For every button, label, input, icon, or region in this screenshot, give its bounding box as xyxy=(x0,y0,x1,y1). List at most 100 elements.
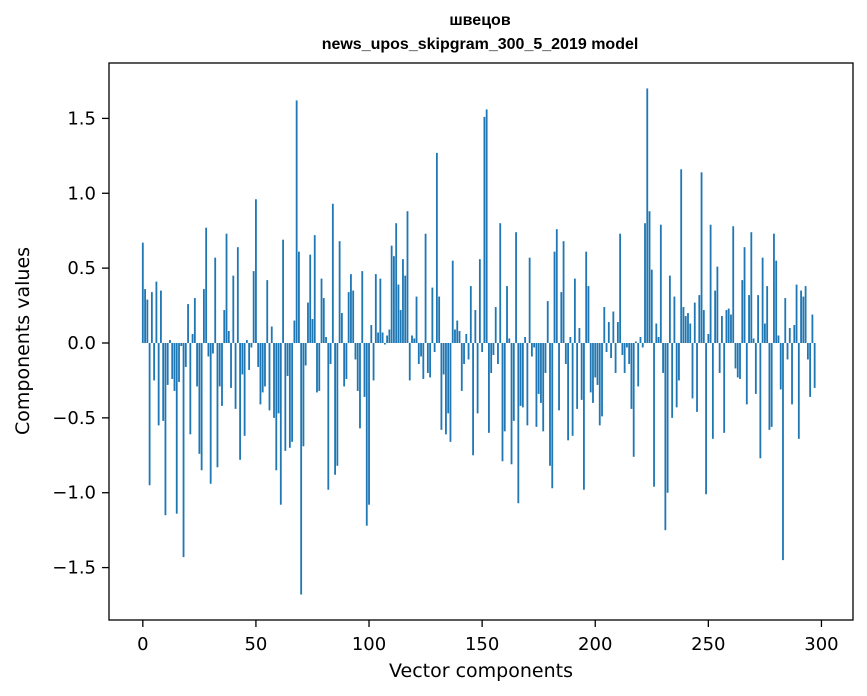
bar xyxy=(745,343,748,405)
bar xyxy=(277,343,280,414)
bar xyxy=(316,343,318,393)
bar xyxy=(478,259,481,343)
bars-group xyxy=(141,88,816,595)
bar xyxy=(483,116,486,343)
bar xyxy=(497,343,499,364)
bar xyxy=(311,319,314,343)
bar xyxy=(169,340,171,343)
bar xyxy=(533,343,536,348)
bar xyxy=(302,343,305,447)
bar xyxy=(307,302,309,343)
bar xyxy=(476,343,479,414)
bar xyxy=(766,286,769,343)
bar xyxy=(175,343,178,514)
bar xyxy=(551,343,554,489)
bar xyxy=(334,343,336,475)
bar xyxy=(644,223,646,343)
bar xyxy=(270,326,273,343)
bar xyxy=(442,343,445,375)
bar xyxy=(275,343,278,471)
bar xyxy=(709,224,712,343)
bar xyxy=(788,328,791,343)
bar xyxy=(196,343,199,387)
bar xyxy=(775,260,778,343)
bar xyxy=(757,295,760,343)
y-axis-label: Components values xyxy=(12,247,34,435)
bar xyxy=(379,278,382,343)
bar xyxy=(207,343,210,357)
plot-frame xyxy=(108,62,854,621)
bar xyxy=(721,316,723,343)
bar xyxy=(178,343,180,382)
bar xyxy=(356,343,359,391)
bar xyxy=(576,343,579,409)
bar xyxy=(754,343,757,394)
bar xyxy=(558,343,560,411)
bar xyxy=(189,343,192,435)
bar xyxy=(689,323,692,343)
bar xyxy=(268,343,271,411)
bar xyxy=(784,298,787,343)
bar xyxy=(773,233,775,343)
bar xyxy=(542,343,545,432)
bar xyxy=(682,307,685,343)
bar xyxy=(666,343,669,493)
bar xyxy=(508,338,511,343)
bar xyxy=(454,329,456,343)
bar xyxy=(322,298,325,343)
bar xyxy=(696,343,698,412)
bar xyxy=(359,343,361,429)
bar xyxy=(465,334,468,343)
bar xyxy=(723,343,726,433)
bar xyxy=(236,247,239,343)
bar xyxy=(408,343,411,381)
bar xyxy=(365,343,368,526)
bar xyxy=(544,343,547,373)
bar xyxy=(806,343,809,360)
bar xyxy=(250,343,253,348)
bar xyxy=(218,343,221,387)
bar xyxy=(605,343,608,352)
bar xyxy=(752,338,755,343)
bar xyxy=(553,251,556,343)
bar xyxy=(802,296,805,343)
x-tick-label: 150 xyxy=(465,634,499,655)
bar xyxy=(266,280,269,343)
bar xyxy=(184,343,187,367)
bar xyxy=(449,343,452,442)
bar xyxy=(451,260,454,343)
bar xyxy=(304,343,307,366)
bar xyxy=(424,233,427,343)
bar xyxy=(331,203,334,343)
bar xyxy=(691,343,694,399)
bar xyxy=(472,343,474,456)
bar xyxy=(739,343,741,379)
bar xyxy=(467,343,470,360)
bar xyxy=(300,343,303,595)
bar xyxy=(732,226,735,343)
bar xyxy=(562,241,565,343)
bar xyxy=(748,295,750,343)
bar xyxy=(601,343,603,417)
bar xyxy=(445,343,447,435)
bar xyxy=(245,340,248,343)
bar xyxy=(388,329,391,343)
bar xyxy=(214,257,217,343)
bar xyxy=(352,290,355,343)
x-axis: 0 50 100 150 200 250 300 xyxy=(137,620,839,655)
x-tick-label: 50 xyxy=(244,634,267,655)
bar xyxy=(173,343,176,391)
bar xyxy=(485,109,488,343)
bar xyxy=(569,337,572,343)
bar xyxy=(635,341,637,343)
bar xyxy=(725,310,728,343)
bar xyxy=(411,335,413,343)
bar xyxy=(702,310,705,343)
bar xyxy=(678,343,680,381)
bar xyxy=(501,343,504,462)
bar xyxy=(795,284,798,343)
bar xyxy=(573,278,576,343)
bar xyxy=(585,251,588,343)
